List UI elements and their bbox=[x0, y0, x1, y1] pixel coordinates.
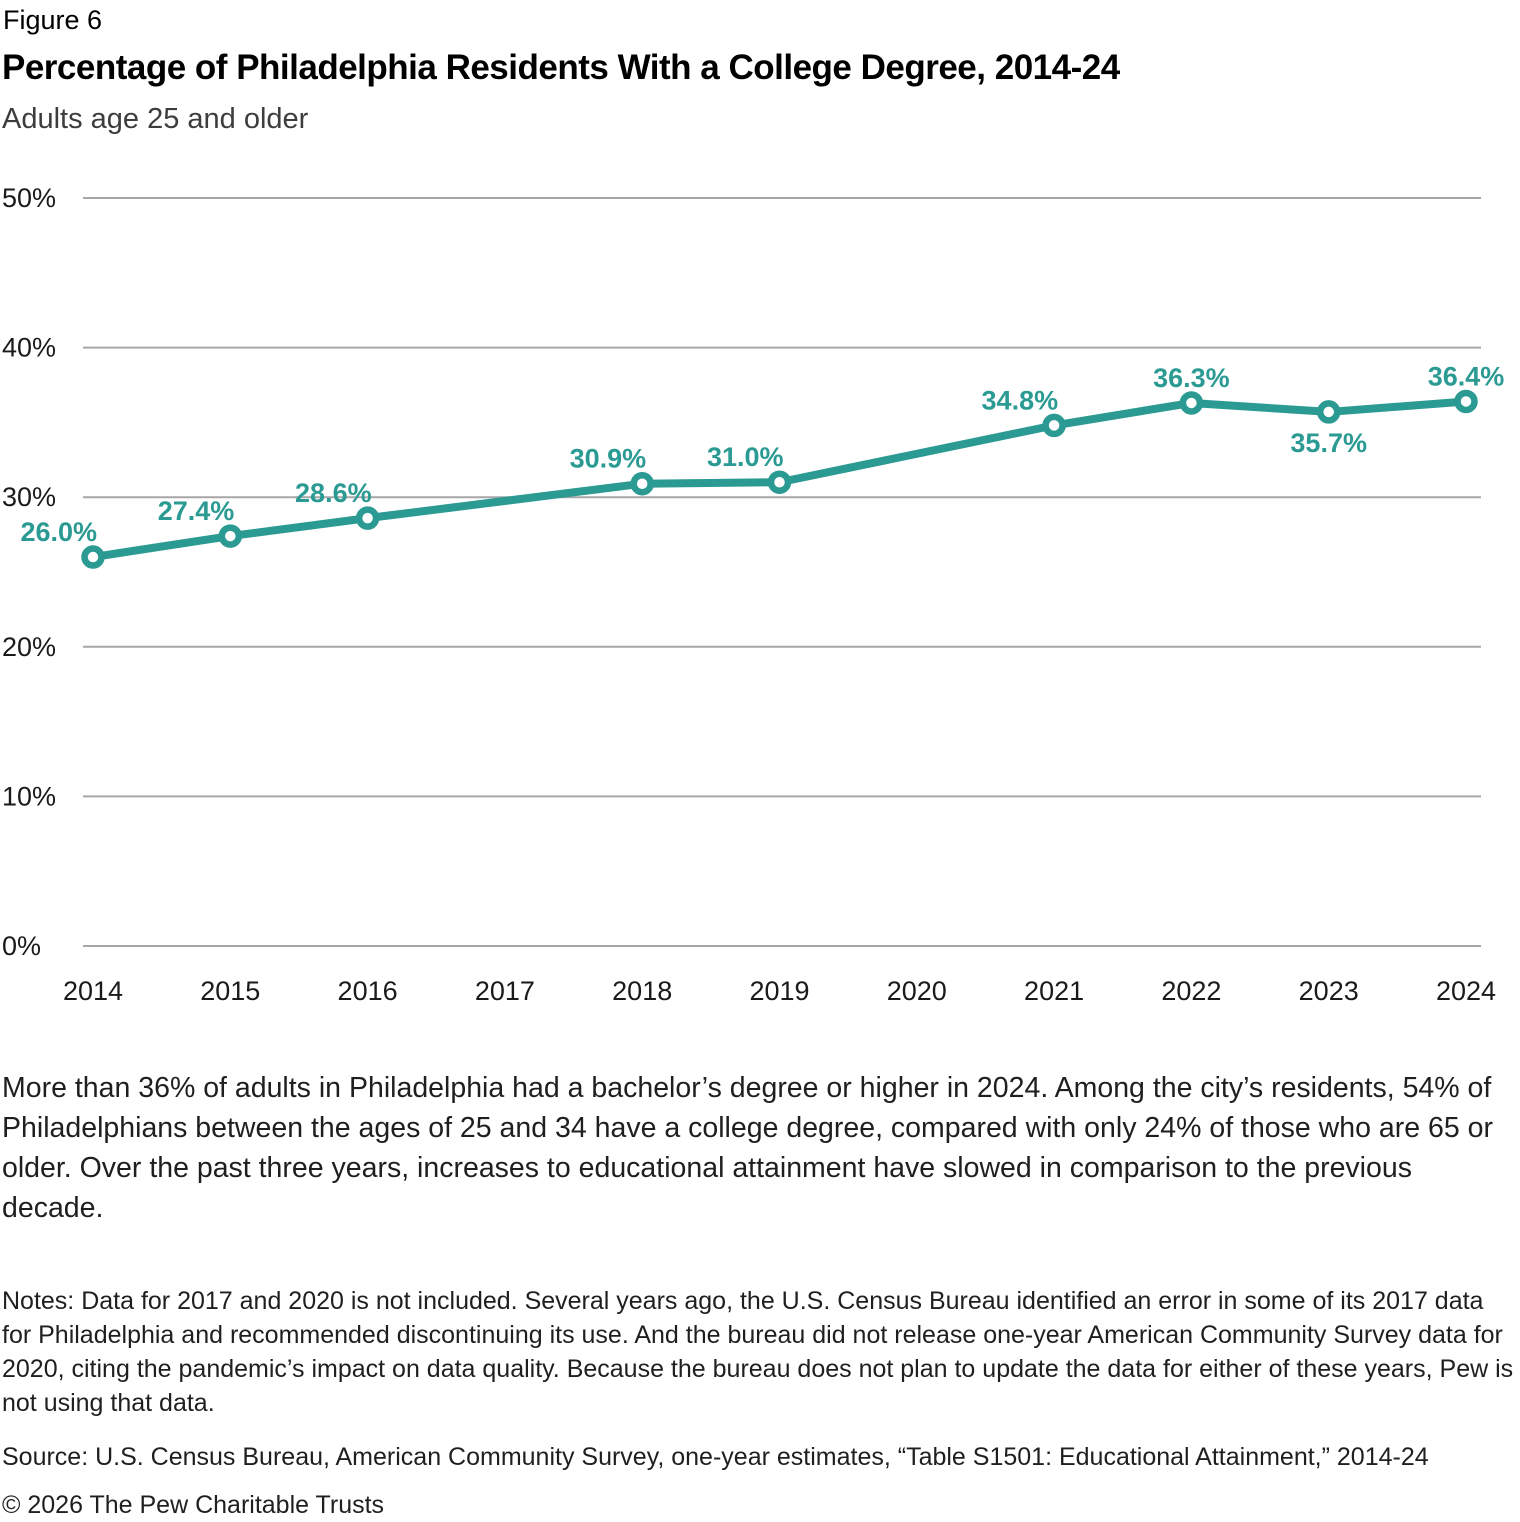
data-point-marker bbox=[1316, 400, 1341, 424]
x-axis-tick-label: 2016 bbox=[338, 976, 398, 1006]
data-point-marker bbox=[1454, 389, 1478, 414]
data-point-marker bbox=[218, 524, 243, 548]
y-axis-tick-label: 0% bbox=[2, 931, 41, 961]
data-point-marker bbox=[1179, 391, 1204, 415]
chart-svg: 0% 10% 20% 30% 40% 50% 2014 2015 2016 2017 2018 201… bbox=[2, 183, 1505, 1006]
notes-text: Notes: Data for 2017 and 2020 is not inc… bbox=[2, 1287, 1514, 1417]
data-point-marker bbox=[630, 471, 654, 496]
data-point-label: 27.4% bbox=[158, 496, 235, 526]
data-point-label: 30.9% bbox=[570, 444, 647, 474]
x-axis-tick-label: 2021 bbox=[1024, 976, 1084, 1006]
data-point-label: 34.8% bbox=[982, 385, 1059, 415]
page-subtitle: Adults age 25 and older bbox=[2, 103, 309, 135]
y-axis-tick-label: 30% bbox=[2, 482, 56, 512]
data-point-label: 35.7% bbox=[1290, 428, 1367, 458]
x-axis-tick-label: 2020 bbox=[887, 976, 947, 1006]
y-axis-tick-label: 50% bbox=[2, 183, 56, 213]
data-point-marker bbox=[767, 470, 792, 494]
data-point-label: 36.3% bbox=[1153, 363, 1230, 393]
data-point-marker bbox=[355, 506, 380, 530]
data-point-label: 36.4% bbox=[1428, 361, 1505, 391]
y-axis-tick-label: 10% bbox=[2, 781, 56, 811]
source-text: Source: U.S. Census Bureau, American Com… bbox=[2, 1443, 1429, 1471]
data-point-label: 26.0% bbox=[20, 517, 97, 547]
x-axis-tick-label: 2015 bbox=[200, 976, 260, 1006]
x-axis-tick-label: 2023 bbox=[1299, 976, 1359, 1006]
x-axis-tick-label: 2017 bbox=[475, 976, 535, 1006]
x-axis-tick-label: 2022 bbox=[1161, 976, 1221, 1006]
summary-text: More than 36% of adults in Philadelphia … bbox=[2, 1072, 1493, 1224]
x-axis-tick-label: 2024 bbox=[1436, 976, 1496, 1006]
data-point-marker bbox=[81, 545, 105, 569]
data-point-label: 31.0% bbox=[707, 442, 784, 472]
x-axis-tick-label: 2018 bbox=[612, 976, 672, 1006]
x-axis-tick-label: 2019 bbox=[749, 976, 809, 1006]
page-title: Percentage of Philadelphia Residents Wit… bbox=[2, 48, 1120, 87]
data-point-label: 28.6% bbox=[295, 478, 372, 508]
y-axis-tick-label: 40% bbox=[2, 333, 56, 363]
figure-label: Figure 6 bbox=[3, 5, 103, 35]
x-axis-tick-label: 2014 bbox=[63, 976, 123, 1006]
data-point-marker bbox=[1042, 413, 1066, 438]
copyright-text: © 2026 The Pew Charitable Trusts bbox=[2, 1491, 385, 1519]
y-axis-tick-label: 20% bbox=[2, 632, 56, 662]
